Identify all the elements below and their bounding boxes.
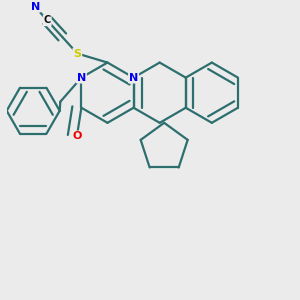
Text: O: O [72,131,82,141]
Text: N: N [31,2,40,12]
Text: N: N [129,73,138,82]
Text: N: N [77,73,86,82]
Text: C: C [44,15,51,26]
Text: S: S [74,49,81,58]
